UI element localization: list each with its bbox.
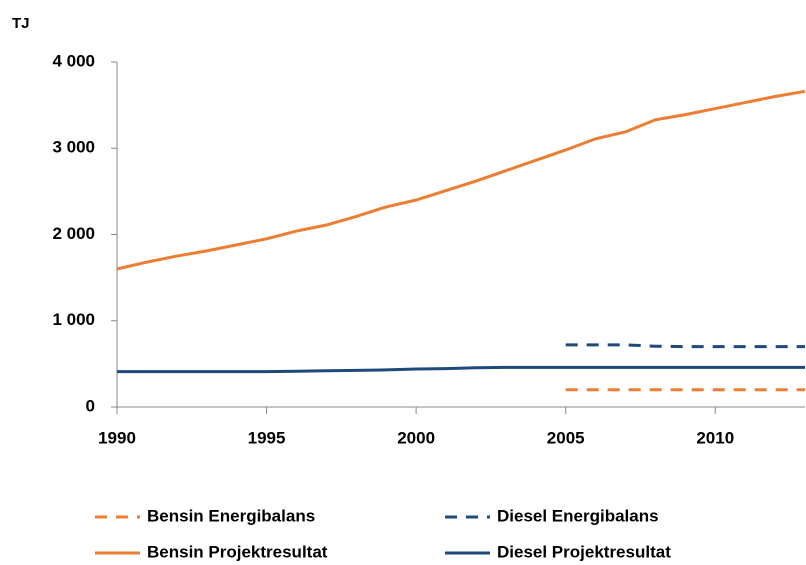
y-tick-label: 3 000 (52, 138, 95, 157)
legend-label: Diesel Energibalans (497, 506, 659, 525)
y-tick-label: 0 (86, 396, 95, 415)
x-tick-label: 2010 (696, 428, 734, 447)
y-axis-title: TJ (12, 15, 30, 32)
x-tick-label: 1995 (248, 428, 286, 447)
x-tick-label: 2000 (397, 428, 435, 447)
x-tick-label: 1990 (98, 428, 136, 447)
y-tick-label: 4 000 (52, 51, 95, 70)
legend-label: Bensin Projektresultat (147, 542, 328, 561)
x-tick-label: 2005 (547, 428, 585, 447)
legend-label: Bensin Energibalans (147, 506, 315, 525)
series-line (116, 89, 806, 271)
legend-label: Diesel Projektresultat (497, 542, 671, 561)
series-line (565, 343, 805, 349)
y-tick-label: 1 000 (52, 310, 95, 329)
series-line (117, 365, 805, 374)
y-tick-label: 2 000 (52, 224, 95, 243)
